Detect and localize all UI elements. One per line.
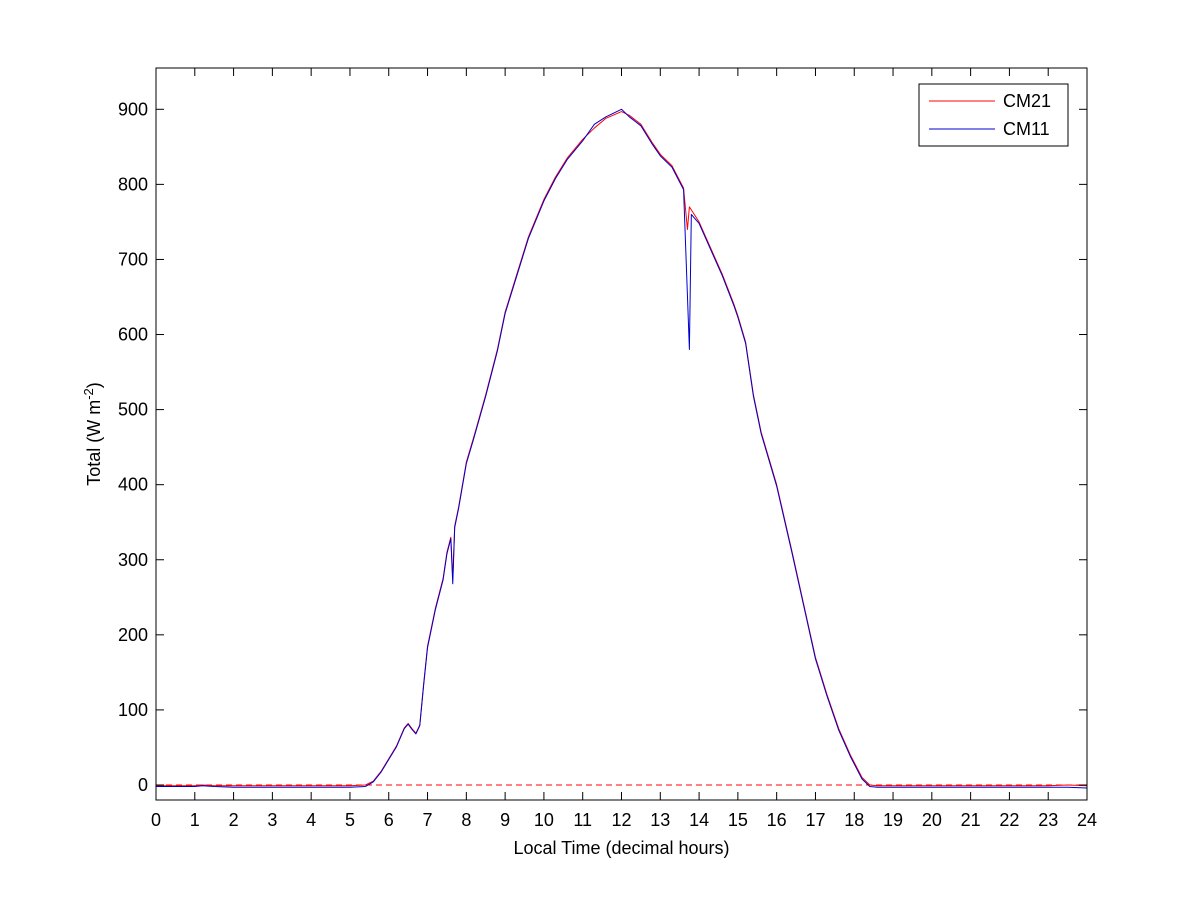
x-tick-label: 17 <box>805 810 825 830</box>
x-tick-label: 18 <box>844 810 864 830</box>
legend: CM21 CM11 <box>918 83 1069 147</box>
x-axis-title: Local Time (decimal hours) <box>513 838 729 858</box>
y-tick-label: 500 <box>118 400 148 420</box>
x-tick-label: 2 <box>229 810 239 830</box>
x-tick-label: 11 <box>573 810 592 830</box>
x-tick-label: 6 <box>384 810 394 830</box>
x-tick-label: 9 <box>500 810 510 830</box>
y-tick-label: 700 <box>118 249 148 269</box>
x-tick-label: 16 <box>767 810 787 830</box>
y-tick-label: 400 <box>118 475 148 495</box>
x-tick-label: 24 <box>1077 810 1097 830</box>
y-axis-title-superscript: -2 <box>81 388 96 400</box>
x-tick-label: 14 <box>689 810 709 830</box>
x-tick-label: 3 <box>267 810 277 830</box>
y-axis-title-suffix: ) <box>84 382 104 388</box>
x-tick-label: 0 <box>151 810 161 830</box>
y-tick-label: 0 <box>138 775 148 795</box>
axis-ticks <box>155 67 1088 801</box>
x-tick-label: 13 <box>650 810 670 830</box>
legend-box <box>918 83 1069 147</box>
x-tick-label: 8 <box>461 810 471 830</box>
tick-labels: 0 1 2 3 4 5 6 7 8 9 10 11 12 13 14 15 16 17 18 19 20 21 22 23 24… <box>118 99 1097 830</box>
x-tick-label: 22 <box>999 810 1019 830</box>
y-axis-title: Total (W m-2) <box>81 382 105 486</box>
y-tick-label: 900 <box>118 99 148 119</box>
plot-area <box>156 108 1088 789</box>
legend-label-cm21: CM21 <box>1003 91 1051 111</box>
y-tick-label: 800 <box>118 174 148 194</box>
x-tick-label: 10 <box>534 810 554 830</box>
x-tick-label: 23 <box>1038 810 1058 830</box>
y-tick-label: 200 <box>118 625 148 645</box>
x-tick-label: 12 <box>611 810 631 830</box>
x-tick-label: 7 <box>423 810 433 830</box>
x-tick-label: 19 <box>883 810 903 830</box>
x-tick-label: 15 <box>728 810 748 830</box>
y-axis-title-prefix: Total (W m <box>84 400 104 486</box>
y-tick-label: 600 <box>118 325 148 345</box>
x-tick-label: 1 <box>190 810 200 830</box>
series-line-cm11 <box>156 108 1088 789</box>
y-tick-label: 300 <box>118 550 148 570</box>
x-tick-label: 21 <box>961 810 981 830</box>
x-tick-label: 4 <box>306 810 316 830</box>
x-tick-label: 20 <box>922 810 942 830</box>
y-tick-label: 100 <box>118 700 148 720</box>
x-tick-label: 5 <box>345 810 355 830</box>
legend-label-cm11: CM11 <box>1003 119 1050 139</box>
